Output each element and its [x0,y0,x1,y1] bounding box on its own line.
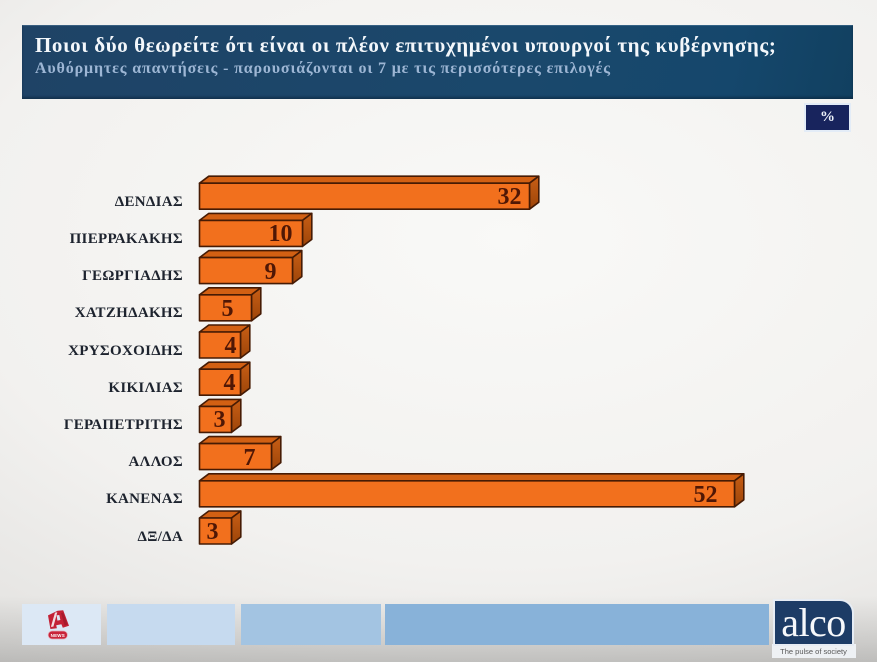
svg-text:NEWS: NEWS [51,633,65,638]
